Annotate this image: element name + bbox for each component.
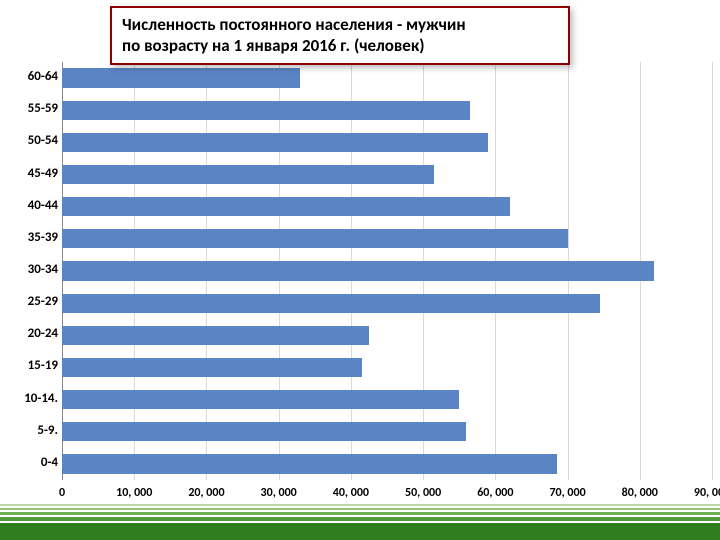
y-axis-label: 35-39 bbox=[8, 230, 58, 245]
y-axis-label: 0-4 bbox=[8, 455, 58, 470]
x-axis-label: 60, 000 bbox=[465, 486, 525, 500]
bar-row bbox=[62, 422, 712, 441]
y-axis-label: 50-54 bbox=[8, 133, 58, 148]
bar-row bbox=[62, 68, 712, 87]
footer-stripes bbox=[0, 504, 720, 540]
bar bbox=[62, 390, 459, 409]
bar bbox=[62, 261, 654, 280]
y-axis-label: 45-49 bbox=[8, 166, 58, 181]
bar-row bbox=[62, 358, 712, 377]
x-axis-label: 70, 000 bbox=[538, 486, 598, 500]
bar bbox=[62, 454, 557, 473]
bar-row bbox=[62, 197, 712, 216]
y-axis-label: 15-19 bbox=[8, 358, 58, 373]
x-axis-label: 30, 000 bbox=[249, 486, 309, 500]
y-axis-label: 60-64 bbox=[8, 69, 58, 84]
footer-stripe bbox=[0, 517, 720, 521]
footer-stripe bbox=[0, 523, 720, 540]
bar-row bbox=[62, 133, 712, 152]
y-axis-label: 20-24 bbox=[8, 326, 58, 341]
bar-row bbox=[62, 229, 712, 248]
x-axis-label: 0 bbox=[32, 486, 92, 500]
footer-stripe bbox=[0, 512, 720, 515]
footer-stripe bbox=[0, 504, 720, 506]
bar bbox=[62, 165, 434, 184]
y-axis-label: 55-59 bbox=[8, 101, 58, 116]
bar-row bbox=[62, 454, 712, 473]
y-axis-label: 40-44 bbox=[8, 198, 58, 213]
x-axis-label: 90, 000 bbox=[682, 486, 720, 500]
bar bbox=[62, 101, 470, 120]
bar bbox=[62, 197, 510, 216]
chart-title-line2: по возрасту на 1 января 2016 г. (человек… bbox=[122, 35, 558, 56]
chart-plot-area bbox=[62, 62, 712, 480]
y-axis-label: 30-34 bbox=[8, 262, 58, 277]
bar bbox=[62, 422, 466, 441]
y-axis-label: 25-29 bbox=[8, 294, 58, 309]
bar-row bbox=[62, 390, 712, 409]
x-axis-label: 80, 000 bbox=[610, 486, 670, 500]
x-axis-label: 20, 000 bbox=[176, 486, 236, 500]
bar bbox=[62, 326, 369, 345]
bar-row bbox=[62, 101, 712, 120]
footer-stripe bbox=[0, 508, 720, 510]
bar bbox=[62, 358, 362, 377]
bar bbox=[62, 294, 600, 313]
bar-row bbox=[62, 326, 712, 345]
bar bbox=[62, 133, 488, 152]
y-axis-label: 10-14. bbox=[8, 391, 58, 406]
bar bbox=[62, 229, 568, 248]
bar-row bbox=[62, 261, 712, 280]
x-axis-label: 40, 000 bbox=[321, 486, 381, 500]
gridline bbox=[712, 62, 713, 480]
chart-title-line1: Численность постоянного населения - мужч… bbox=[122, 14, 558, 35]
chart-title-box: Численность постоянного населения - мужч… bbox=[110, 6, 570, 65]
x-axis-label: 10, 000 bbox=[104, 486, 164, 500]
bar-row bbox=[62, 165, 712, 184]
x-axis-label: 50, 000 bbox=[393, 486, 453, 500]
bar-row bbox=[62, 294, 712, 313]
y-axis-label: 5-9. bbox=[8, 423, 58, 438]
bar bbox=[62, 68, 300, 87]
